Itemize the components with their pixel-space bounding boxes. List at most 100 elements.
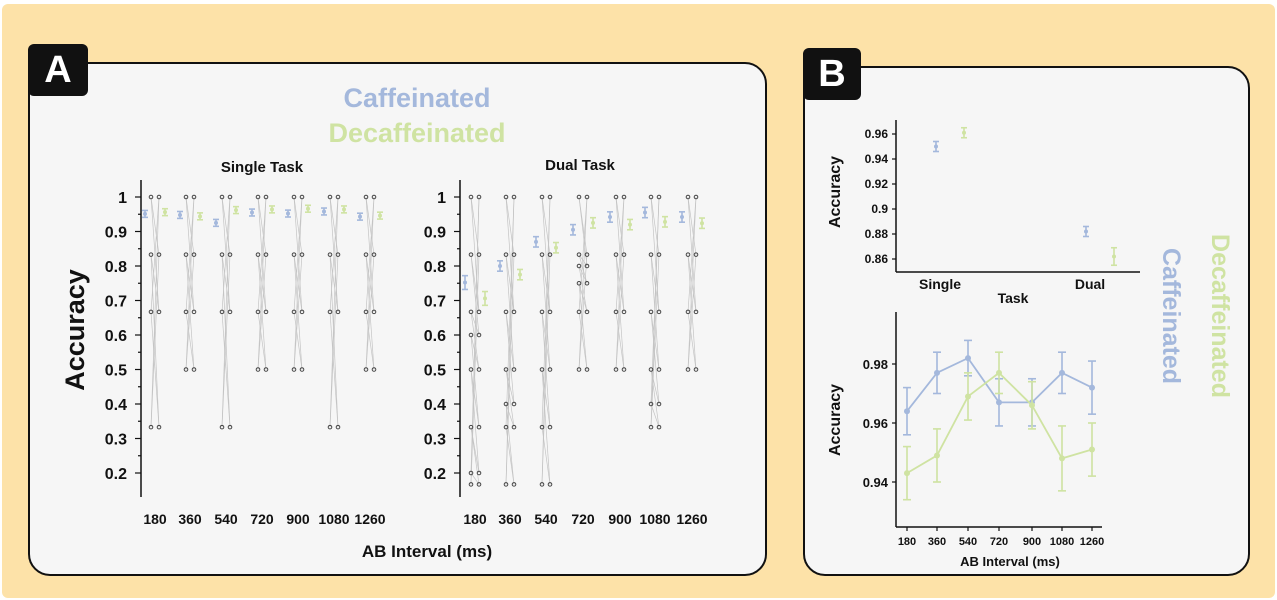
- chart-a2-point: [584, 194, 590, 200]
- chart-a1-title: Single Task: [221, 159, 304, 176]
- chart-a2-point: [576, 252, 582, 257]
- chart-a1-point: [327, 252, 333, 257]
- chart-a1-y-tick-label: 0.9: [105, 225, 127, 242]
- chart-a2-subject-line: [470, 369, 480, 428]
- chart-b1-y-tick-label: 0.92: [865, 177, 889, 191]
- chart-b2-decaffeinated-mean: [1089, 446, 1095, 453]
- chart-a2-y-tick-label: 0.9: [424, 225, 446, 242]
- chart-a1-point: [255, 252, 261, 257]
- legend-b-caffeinated: Caffeinated: [1157, 248, 1185, 384]
- chart-a2-point: [621, 194, 627, 200]
- chart-a2-point: [468, 309, 474, 315]
- chart-b1-caffeinated-mean: [1084, 229, 1088, 234]
- chart-a2-subject-line: [650, 196, 660, 428]
- chart-a2-caffeinated-mean: [608, 215, 612, 220]
- chart-a2-point: [613, 194, 619, 200]
- legend-b-decaffeinated: Decaffeinated: [1206, 234, 1234, 398]
- chart-a2-caffeinated-mean: [498, 264, 502, 268]
- chart-b1-y-tick-label: 0.96: [865, 127, 889, 141]
- chart-a2-subject-line: [687, 196, 697, 255]
- chart-a2-subject-line: [650, 254, 660, 312]
- chart-a2-point: [476, 367, 482, 372]
- chart-a2-subject-line: [578, 311, 588, 370]
- chart-a2-subject-line: [650, 403, 660, 428]
- chart-a2-subject-line: [687, 196, 697, 370]
- chart-b2-decaffeinated-mean: [996, 369, 1002, 376]
- chart-a1-point: [148, 194, 154, 200]
- chart-b2-decaffeinated-mean: [934, 452, 940, 459]
- chart-a2-point: [656, 401, 662, 407]
- chart-a2-point: [511, 367, 517, 372]
- chart-a1-point: [291, 194, 297, 200]
- chart-a2-x-tick-label: 540: [534, 511, 558, 527]
- chart-a2-point: [539, 194, 545, 200]
- chart-a1-decaffeinated-mean: [198, 214, 202, 219]
- chart-a1-x-tick-label: 540: [214, 511, 238, 527]
- chart-a2-y-tick-label: 0.8: [424, 259, 446, 276]
- chart-a2-subject-line: [615, 254, 625, 370]
- chart-a2-y-tick-label: 0.3: [424, 432, 446, 449]
- chart-a2-point: [503, 482, 509, 487]
- chart-a1-point: [371, 367, 377, 372]
- chart-a2-caffeinated-mean: [680, 215, 684, 220]
- chart-a1-subject-line: [329, 254, 339, 312]
- chart-b2-x-tick-label: 720: [990, 536, 1008, 548]
- chart-a1-point: [335, 252, 341, 257]
- chart-a1-decaffeinated-mean: [378, 213, 382, 218]
- chart-a2-point: [576, 280, 582, 286]
- chart-a1-subject-line: [329, 196, 339, 312]
- chart-a1-subject-line: [150, 196, 160, 428]
- chart-a1-y-tick-label: 0.8: [105, 259, 127, 276]
- chart-a2-subject-line: [687, 254, 697, 370]
- chart-a1-subject-line: [329, 311, 339, 428]
- chart-a2-point: [613, 252, 619, 257]
- chart-a2-point: [621, 252, 627, 257]
- chart-a2-subject-line: [505, 403, 515, 428]
- chart-b1-caffeinated-mean: [934, 144, 938, 149]
- chart-b1-y-tick-label: 0.86: [865, 252, 889, 266]
- chart-a2-point: [693, 252, 699, 257]
- chart-a2-point: [693, 367, 699, 372]
- chart-a1-point: [327, 424, 333, 430]
- chart-a2-y-tick-label: 0.2: [424, 466, 446, 483]
- chart-b2-caffeinated-mean: [996, 399, 1002, 406]
- chart-a1-point: [219, 424, 225, 430]
- chart-a-ylabel: Accuracy: [60, 269, 90, 391]
- chart-a2-decaffeinated-mean: [663, 219, 667, 224]
- chart-a1-subject-line: [257, 196, 267, 255]
- chart-a2-point: [539, 252, 545, 257]
- chart-a2-point: [476, 470, 482, 476]
- chart-a2-subject-line: [505, 311, 515, 405]
- chart-a1-subject-line: [150, 254, 160, 312]
- chart-a2-point: [547, 194, 553, 200]
- chart-a2-y-tick-label: 0.6: [424, 328, 446, 345]
- chart-a1-subject-line: [329, 196, 339, 428]
- chart-a2-subject-line: [541, 254, 551, 485]
- chart-a1-y-tick-label: 0.6: [105, 328, 127, 345]
- chart-a2-point: [539, 424, 545, 430]
- chart-b1-y-tick-label: 0.94: [865, 152, 889, 166]
- chart-a1-point: [299, 309, 305, 315]
- chart-b2-x-tick-label: 900: [1023, 536, 1041, 548]
- chart-a2-point: [503, 194, 509, 200]
- chart-b2-caffeinated-mean: [934, 369, 940, 376]
- chart-a2-x-tick-label: 1080: [639, 511, 670, 527]
- chart-a2-point: [468, 424, 474, 430]
- chart-b2-decaffeinated-mean: [1059, 455, 1065, 462]
- chart-a1-point: [219, 194, 225, 200]
- chart-a1-y-tick-label: 0.5: [105, 363, 127, 380]
- chart-a1-x-tick-label: 1080: [318, 511, 349, 527]
- chart-a1-x-tick-label: 360: [178, 511, 202, 527]
- chart-a1-point: [263, 194, 269, 200]
- chart-a2-point: [476, 252, 482, 257]
- chart-a2-point: [511, 252, 517, 257]
- chart-a2-subject-line: [578, 254, 588, 370]
- chart-a1-subject-line: [185, 196, 195, 312]
- chart-b2-decaffeinated-mean: [965, 393, 971, 400]
- chart-a1-point: [299, 194, 305, 200]
- chart-a1-point: [371, 309, 377, 315]
- chart-a1-subject-line: [150, 254, 160, 428]
- chart-a1-point: [148, 309, 154, 315]
- chart-a1-subject-line: [257, 311, 267, 370]
